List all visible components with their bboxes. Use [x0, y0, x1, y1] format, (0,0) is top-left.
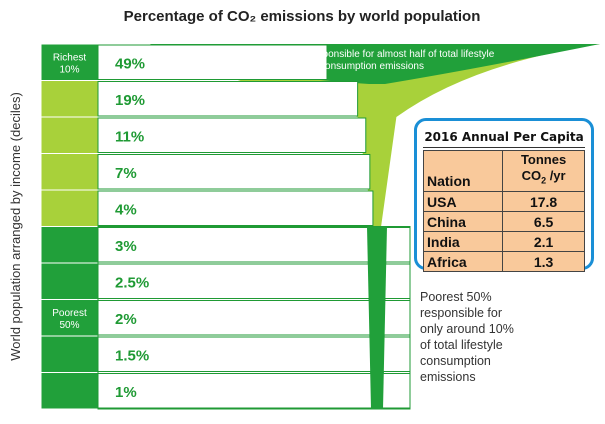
decile-bar [97, 263, 411, 299]
per-capita-inset: 2016 Annual Per Capita Nation Tonnes CO2 … [414, 118, 594, 272]
table-row: China 6.5 [422, 211, 585, 232]
decile-bar [97, 117, 367, 153]
decile-label-cell [40, 80, 99, 118]
decile-bar [97, 44, 328, 80]
nation-cell: China [422, 211, 504, 232]
decile-bar [97, 336, 411, 372]
tonnes-cell: 6.5 [502, 211, 585, 232]
decile-label-cell [40, 153, 99, 191]
decile-bar [97, 154, 371, 190]
decile-bar [97, 190, 374, 226]
decile-label-cell [40, 43, 99, 81]
decile-bar [97, 373, 411, 409]
decile-label-cell [40, 372, 99, 410]
decile-label-cell [40, 116, 99, 154]
per-capita-table: Nation Tonnes CO2 /yr USA 17.8 China 6.5 … [422, 150, 585, 272]
poorest-annotation-line: only around 10% [420, 322, 514, 336]
poorest-annotation-line: of total lifestyle [420, 338, 503, 352]
decile-value-label: 11% [115, 128, 144, 145]
chart-title: Percentage of CO₂ emissions by world pop… [124, 8, 481, 25]
poorest-annotation-line: emissions [420, 370, 476, 384]
decile-bar [97, 300, 411, 336]
decile-value-label: 2% [115, 311, 137, 328]
tonnes-cell: 17.8 [502, 191, 585, 212]
decile-value-label: 3% [115, 238, 137, 255]
table-header-row: Nation Tonnes CO2 /yr [422, 150, 585, 192]
poorest-group-outline [97, 226, 411, 410]
decile-value-label: 7% [115, 165, 137, 182]
poorest-annotation-line: Poorest 50% [420, 290, 492, 304]
group-label-line: 50% [59, 320, 79, 331]
table-row: USA 17.8 [422, 191, 585, 212]
group-label-line: 10% [59, 64, 79, 75]
decile-bar [97, 81, 359, 117]
decile-bar [97, 227, 411, 263]
richest-annotation-line: Richest 10% responsible for almost half … [250, 49, 495, 60]
nation-cell: India [422, 231, 504, 252]
tonnes-header-co: CO [521, 167, 542, 183]
tonnes-header-sub: 2 [541, 175, 547, 186]
decile-label-cell [40, 335, 99, 373]
nation-cell: USA [422, 191, 504, 212]
decile-value-label: 19% [115, 92, 145, 109]
tonnes-header-unit: /yr [546, 167, 566, 183]
table-row: Africa 1.3 [422, 251, 585, 272]
tonnes-cell: 2.1 [502, 231, 585, 252]
decile-value-label: 49% [115, 55, 145, 72]
decile-value-label: 4% [115, 201, 137, 218]
y-axis-label: World population arranged by income (dec… [8, 92, 23, 361]
tonnes-column-header: Tonnes CO2 /yr [502, 150, 585, 192]
nation-cell: Africa [422, 251, 504, 272]
poorest-annotation-line: responsible for [420, 306, 502, 320]
table-row: India 2.1 [422, 231, 585, 252]
tonnes-header-line1: Tonnes [520, 151, 567, 167]
group-label-line: Poorest [52, 308, 87, 319]
tonnes-cell: 1.3 [502, 251, 585, 272]
poorest-annotation-line: consumption [420, 354, 491, 368]
decile-label-cell [40, 189, 99, 227]
richest-annotation-line: consumption emissions [320, 61, 424, 72]
group-label-line: Richest [53, 52, 87, 63]
nation-column-header: Nation [422, 150, 504, 192]
decile-label-cell [40, 226, 99, 264]
decile-value-label: 1% [115, 384, 137, 401]
decile-label-cell [40, 262, 99, 300]
decile-value-label: 1.5% [115, 347, 149, 364]
inset-title: 2016 Annual Per Capita [423, 127, 585, 148]
poorest-emissions-stem-front [367, 226, 387, 409]
decile-value-label: 2.5% [115, 274, 149, 291]
